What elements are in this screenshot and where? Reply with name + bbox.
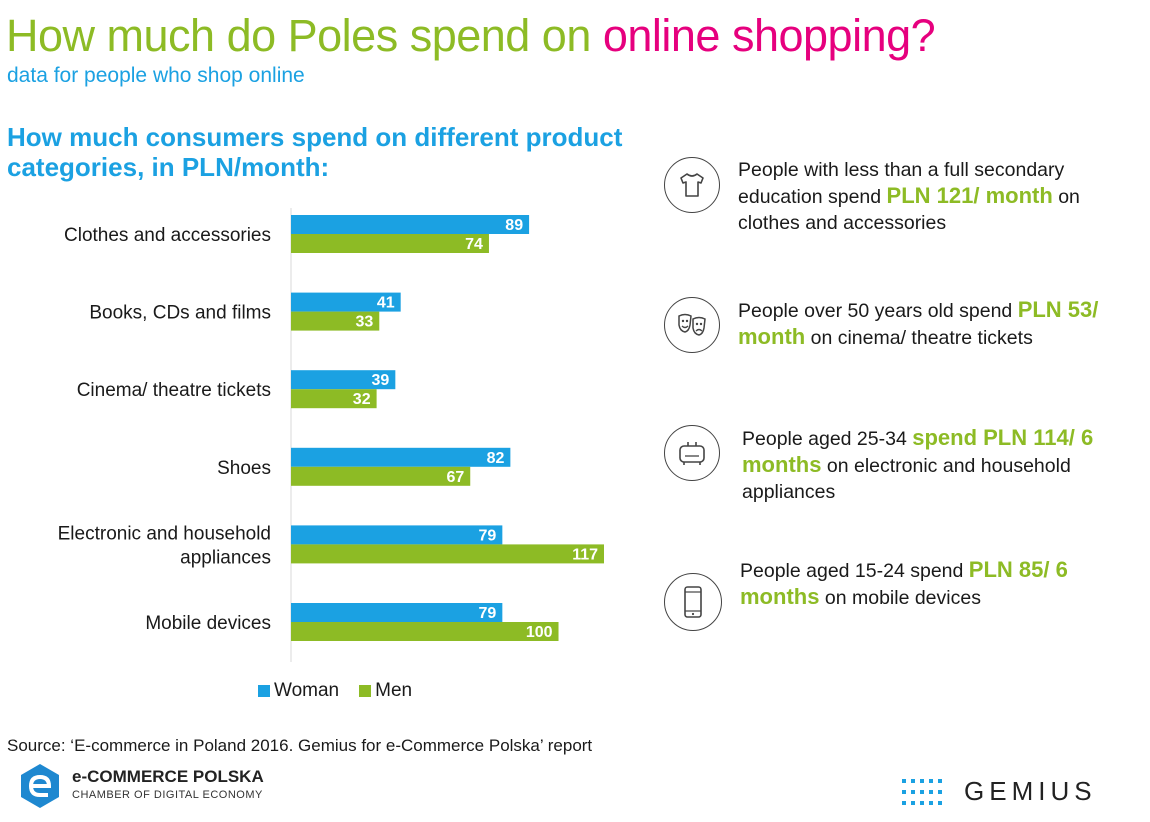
fact-cinema: People over 50 years old spend PLN 53/ m… [664,297,1128,353]
fact-text-after: on electronic and household appliances [742,455,1071,503]
bar-chart: Clothes and accessories 89 74 Books, CDs an… [58,208,604,662]
fact-mobile: People aged 15-24 spend PLN 85/ 6 months… [664,557,1130,631]
fact-highlight: PLN 53/ month [738,297,1099,349]
fact-text-after: on clothes and accessories [738,186,1080,234]
ecp-tagline-text: CHAMBER OF DIGITAL ECONOMY [72,789,263,801]
data-label: 82 [487,450,505,467]
legend-swatch-men [359,685,372,697]
bar-woman [291,525,503,545]
ecommerce-polska-logo: e-COMMERCE POLSKA CHAMBER OF DIGITAL ECO… [18,762,264,810]
category-label: Clothes and accessories [64,225,271,246]
fact-text: People aged 15-24 spend PLN 85/ 6 months… [740,557,1130,611]
data-label: 67 [446,469,464,486]
fact-highlight: PLN 121/ month [886,183,1053,208]
fact-clothes: People with less than a full secondary e… [664,157,1128,236]
gemius-wordmark: GEMIUS [964,776,1097,806]
data-label: 74 [465,236,483,253]
bar-men [291,389,377,409]
fact-text: People aged 25-34 spend PLN 114/ 6 month… [742,425,1132,505]
fact-electronics: People aged 25-34 spend PLN 114/ 6 month… [664,425,1132,505]
bar-woman [291,215,530,234]
legend-swatch-woman [258,685,270,697]
bar-woman [291,603,503,622]
category-label: Books, CDs and films [89,303,271,324]
category-label: Mobile devices [145,613,271,634]
legend-label-men: Men [375,680,413,701]
fact-text-before: People over 50 years old spend [738,300,1018,322]
gemius-logo: GEMIUS [902,776,1097,807]
page-subtitle: data for people who shop online [7,64,305,87]
data-label: 100 [526,624,553,641]
toaster-icon [664,425,720,481]
fact-highlight: PLN 85/ 6 months [740,557,1068,609]
gemius-dots-icon [902,778,942,805]
ecp-name-text: e-COMMERCE POLSKA [72,767,264,786]
fact-highlight: spend PLN 114/ 6 months [742,425,1094,477]
chart-legend: Woman Men [258,680,412,702]
data-label: 89 [505,217,523,234]
category-label: Electronic and household [58,523,271,544]
fact-text-after: on cinema/ theatre tickets [805,327,1033,349]
theatre-masks-icon [664,297,720,353]
bar-men [291,544,604,564]
data-label: 79 [479,605,497,622]
data-label: 39 [372,372,390,389]
fact-text-before: People aged 15-24 spend [740,560,969,582]
data-label: 79 [479,527,497,544]
page-title: How much do Poles spend on online shoppi… [6,8,936,64]
chart-title: How much consumers spend on different pr… [7,122,623,182]
fact-text-before: People aged 25-34 [742,428,913,450]
data-label: 117 [572,546,598,563]
legend-item-woman: Woman [258,680,339,702]
category-label: Cinema/ theatre tickets [77,380,271,401]
data-label: 32 [353,391,371,408]
title-part-2: online shopping? [602,10,936,61]
data-label: 33 [355,314,373,331]
fact-text: People with less than a full secondary e… [738,157,1128,236]
smartphone-icon [664,573,722,631]
ecommerce-polska-mark-icon [21,764,59,808]
category-label: appliances [180,547,271,568]
tshirt-icon [664,157,720,213]
fact-text-before: People with less than a full secondary e… [738,159,1065,208]
fact-text-after: on mobile devices [819,587,981,609]
bar-woman [291,370,396,390]
bar-woman [291,447,511,467]
bar-men [291,311,380,331]
legend-item-men: Men [359,680,412,702]
title-part-1: How much do Poles spend on [6,10,603,61]
category-label: Shoes [217,458,271,479]
source-note: Source: ‘E-commerce in Poland 2016. Gemi… [7,736,593,755]
bar-men [291,622,559,641]
legend-label-woman: Woman [274,680,340,701]
fact-text: People over 50 years old spend PLN 53/ m… [738,297,1128,351]
ecommerce-polska-name: e-COMMERCE POLSKA CHAMBER OF DIGITAL ECO… [72,768,264,804]
data-label: 41 [377,295,395,312]
bar-men [291,234,489,253]
bar-woman [291,292,401,312]
bar-men [291,466,471,486]
